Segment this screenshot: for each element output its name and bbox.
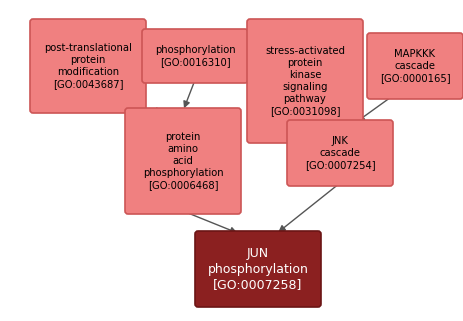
FancyBboxPatch shape xyxy=(30,19,146,113)
FancyBboxPatch shape xyxy=(125,108,240,214)
Text: post-translational
protein
modification
[GO:0043687]: post-translational protein modification … xyxy=(44,43,131,89)
Text: JNK
cascade
[GO:0007254]: JNK cascade [GO:0007254] xyxy=(304,136,375,170)
FancyBboxPatch shape xyxy=(246,19,362,143)
FancyBboxPatch shape xyxy=(366,33,462,99)
Text: MAPKKK
cascade
[GO:0000165]: MAPKKK cascade [GO:0000165] xyxy=(379,49,450,83)
FancyBboxPatch shape xyxy=(194,231,320,307)
FancyBboxPatch shape xyxy=(142,29,247,83)
Text: phosphorylation
[GO:0016310]: phosphorylation [GO:0016310] xyxy=(154,45,235,67)
FancyBboxPatch shape xyxy=(287,120,392,186)
Text: stress-activated
protein
kinase
signaling
pathway
[GO:0031098]: stress-activated protein kinase signalin… xyxy=(264,46,344,116)
Text: protein
amino
acid
phosphorylation
[GO:0006468]: protein amino acid phosphorylation [GO:0… xyxy=(143,132,223,190)
Text: JUN
phosphorylation
[GO:0007258]: JUN phosphorylation [GO:0007258] xyxy=(207,247,308,291)
